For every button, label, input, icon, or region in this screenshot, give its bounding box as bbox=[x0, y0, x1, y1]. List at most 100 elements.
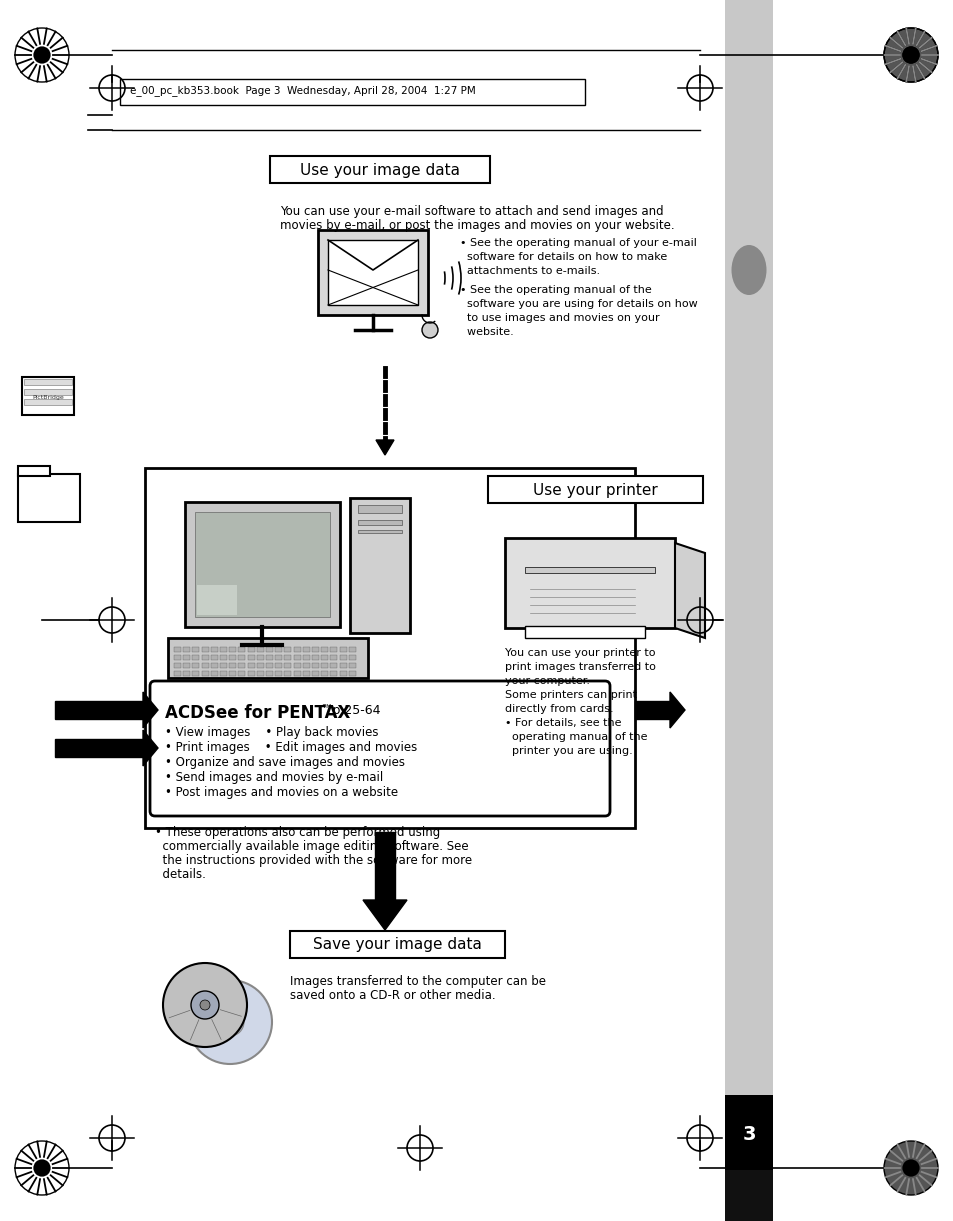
Polygon shape bbox=[375, 440, 394, 455]
Bar bbox=[238, 672, 245, 676]
Text: your computer.: your computer. bbox=[504, 676, 589, 686]
Text: 3: 3 bbox=[741, 1126, 755, 1144]
Bar bbox=[284, 647, 291, 652]
Bar bbox=[339, 654, 346, 661]
Bar bbox=[248, 663, 254, 668]
Text: ™p.25-64: ™p.25-64 bbox=[319, 705, 380, 717]
Bar bbox=[194, 512, 330, 617]
Polygon shape bbox=[55, 739, 143, 757]
Text: software for details on how to make: software for details on how to make bbox=[459, 252, 666, 263]
Bar bbox=[724, 1126, 772, 1221]
Text: saved onto a CD-R or other media.: saved onto a CD-R or other media. bbox=[290, 989, 496, 1002]
Bar bbox=[357, 530, 401, 534]
Bar bbox=[294, 647, 300, 652]
Bar bbox=[266, 672, 273, 676]
Ellipse shape bbox=[731, 245, 765, 295]
Bar bbox=[312, 672, 318, 676]
Bar bbox=[256, 654, 264, 661]
Polygon shape bbox=[675, 543, 704, 639]
Bar bbox=[350, 498, 410, 632]
Text: • See the operating manual of the: • See the operating manual of the bbox=[459, 284, 651, 295]
Polygon shape bbox=[55, 701, 143, 719]
Bar bbox=[211, 672, 217, 676]
Bar bbox=[339, 647, 346, 652]
Circle shape bbox=[421, 322, 437, 338]
Text: printer you are using.: printer you are using. bbox=[504, 746, 632, 756]
Bar bbox=[302, 672, 310, 676]
Bar bbox=[274, 663, 282, 668]
Bar bbox=[321, 654, 328, 661]
Bar bbox=[312, 654, 318, 661]
Circle shape bbox=[163, 963, 247, 1046]
Bar bbox=[201, 663, 209, 668]
Text: directly from cards.: directly from cards. bbox=[504, 705, 613, 714]
Bar bbox=[312, 647, 318, 652]
Bar bbox=[330, 672, 337, 676]
Bar bbox=[266, 663, 273, 668]
Bar bbox=[183, 654, 190, 661]
Bar bbox=[238, 647, 245, 652]
Text: e_00_pc_kb353.book  Page 3  Wednesday, April 28, 2004  1:27 PM: e_00_pc_kb353.book Page 3 Wednesday, Apr… bbox=[130, 85, 476, 96]
Bar bbox=[193, 672, 199, 676]
Bar bbox=[330, 663, 337, 668]
Text: Some printers can print: Some printers can print bbox=[504, 690, 637, 700]
Text: Save your image data: Save your image data bbox=[313, 938, 481, 952]
Text: the instructions provided with the software for more: the instructions provided with the softw… bbox=[154, 853, 472, 867]
Bar bbox=[211, 647, 217, 652]
Bar bbox=[185, 502, 339, 628]
Bar bbox=[201, 654, 209, 661]
Circle shape bbox=[902, 46, 919, 63]
Bar bbox=[488, 476, 702, 503]
Bar bbox=[504, 538, 675, 628]
Bar bbox=[302, 663, 310, 668]
Text: commercially available image editing software. See: commercially available image editing sof… bbox=[154, 840, 468, 853]
Polygon shape bbox=[363, 900, 407, 930]
Text: • Print images    • Edit images and movies: • Print images • Edit images and movies bbox=[165, 741, 416, 755]
Text: You can use your printer to: You can use your printer to bbox=[504, 648, 655, 658]
Bar bbox=[284, 654, 291, 661]
Text: movies by e-mail, or post the images and movies on your website.: movies by e-mail, or post the images and… bbox=[280, 219, 674, 232]
Bar bbox=[256, 672, 264, 676]
Polygon shape bbox=[669, 692, 684, 728]
Bar bbox=[248, 654, 254, 661]
Bar bbox=[193, 654, 199, 661]
Text: ACDSee for PENTAX: ACDSee for PENTAX bbox=[165, 705, 355, 722]
Text: details.: details. bbox=[154, 868, 206, 882]
Bar bbox=[357, 520, 401, 525]
Bar bbox=[173, 647, 181, 652]
Bar bbox=[290, 930, 504, 958]
Text: • Organize and save images and movies: • Organize and save images and movies bbox=[165, 756, 405, 769]
Bar bbox=[357, 505, 401, 513]
Bar bbox=[120, 79, 584, 105]
Bar bbox=[201, 647, 209, 652]
Bar bbox=[220, 672, 227, 676]
Text: website.: website. bbox=[459, 327, 514, 337]
Bar bbox=[183, 672, 190, 676]
Bar bbox=[321, 647, 328, 652]
Bar bbox=[183, 663, 190, 668]
Bar bbox=[173, 654, 181, 661]
FancyBboxPatch shape bbox=[150, 681, 609, 816]
Circle shape bbox=[883, 1140, 937, 1195]
Bar bbox=[220, 663, 227, 668]
Circle shape bbox=[225, 1017, 234, 1027]
Text: print images transferred to: print images transferred to bbox=[504, 662, 656, 672]
Bar bbox=[238, 663, 245, 668]
Bar bbox=[317, 230, 428, 315]
Polygon shape bbox=[635, 701, 669, 719]
Bar bbox=[201, 672, 209, 676]
Bar bbox=[24, 399, 71, 405]
Circle shape bbox=[902, 46, 919, 63]
Bar bbox=[284, 663, 291, 668]
Bar bbox=[524, 567, 655, 573]
Bar bbox=[339, 672, 346, 676]
Bar bbox=[193, 647, 199, 652]
Text: Images transferred to the computer can be: Images transferred to the computer can b… bbox=[290, 976, 545, 988]
Bar bbox=[294, 663, 300, 668]
Bar bbox=[24, 379, 71, 385]
Circle shape bbox=[188, 980, 272, 1063]
Polygon shape bbox=[375, 832, 395, 900]
Text: to use images and movies on your: to use images and movies on your bbox=[459, 313, 659, 324]
Bar bbox=[524, 626, 644, 639]
Circle shape bbox=[200, 1000, 210, 1010]
